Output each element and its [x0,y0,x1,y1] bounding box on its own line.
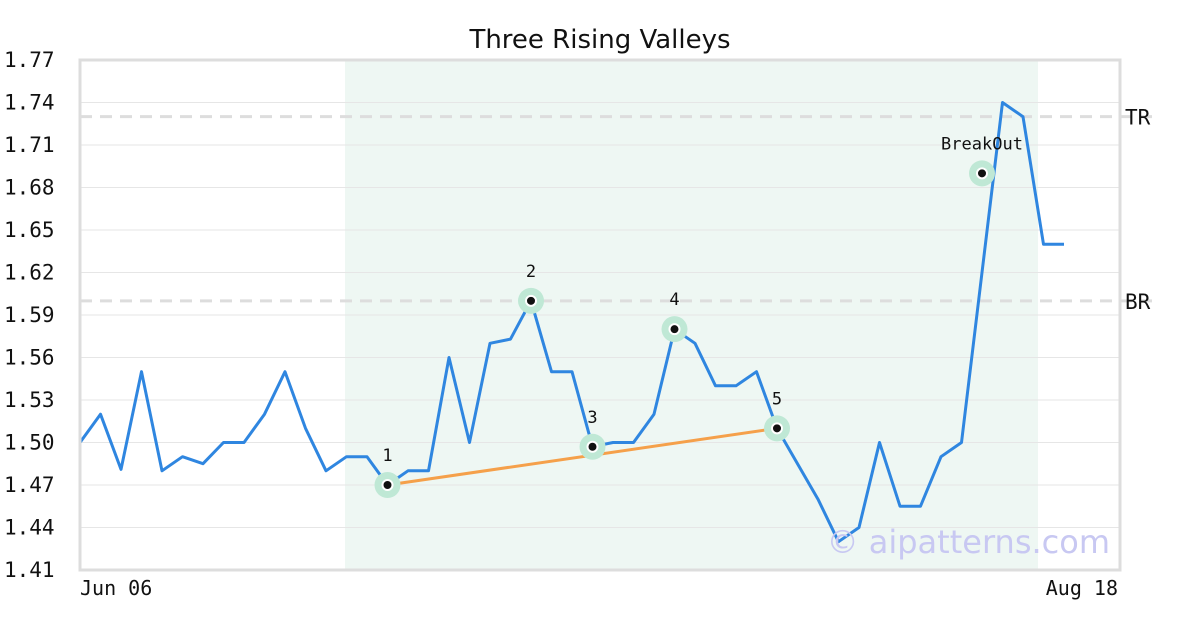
x-tick-label-start: Jun 06 [80,576,152,600]
price-line [78,101,1064,544]
y-tick-label: 1.53 [4,388,55,412]
marker-point-2 [525,294,537,307]
y-tick-label: 1.62 [4,261,55,285]
watermark-text: © aipatterns.com [827,523,1110,561]
level-label-br: BR [1125,290,1151,314]
y-tick-label: 1.65 [4,218,55,242]
level-label-tr: TR [1125,106,1151,130]
marker-point-1 [381,479,394,491]
y-tick-label: 1.41 [4,558,55,582]
valley-trendline [387,426,778,487]
y-tick-label: 1.59 [4,303,55,327]
y-tick-label: 1.74 [4,91,55,115]
marker-label-5: 5 [772,389,782,409]
chart-title: Three Rising Valleys [468,25,730,55]
marker-label-3: 3 [587,408,597,428]
x-tick-label-end: Aug 18 [1046,576,1118,600]
y-tick-label: 1.50 [4,431,55,455]
marker-label-4: 4 [669,290,679,310]
marker-point-5 [771,422,783,435]
y-tick-label: 1.77 [4,48,55,72]
y-tick-label: 1.44 [4,516,55,540]
y-tick-label: 1.47 [4,473,55,497]
marker-point-4 [668,323,681,336]
y-tick-label: 1.56 [4,346,55,370]
marker-label-breakout: BreakOut [941,134,1023,154]
marker-label-2: 2 [526,262,536,282]
y-tick-label: 1.71 [4,133,55,157]
marker-label-1: 1 [382,446,392,466]
y-tick-label: 1.68 [4,176,55,200]
plot-border [78,58,1122,572]
marker-point-breakout [976,167,988,180]
marker-point-3 [586,440,599,453]
